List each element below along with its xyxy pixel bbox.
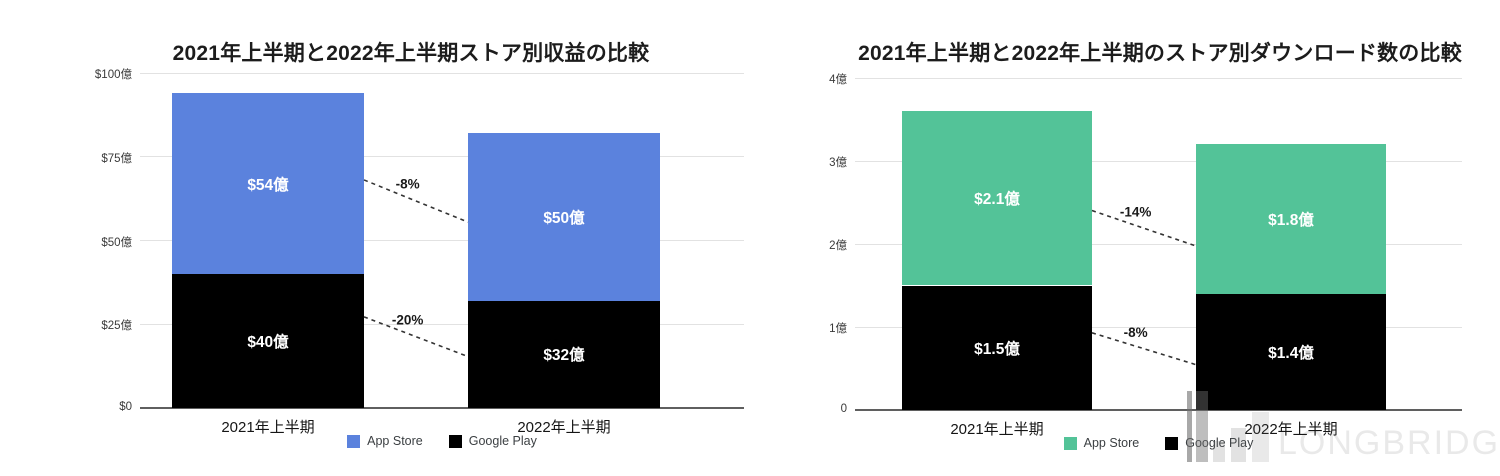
- y-tick-label: $0: [119, 401, 132, 413]
- trend-change-label: -14%: [1120, 204, 1152, 219]
- chart-legend: App Store Google Play: [140, 434, 744, 448]
- bar-segment-app-store: $50億: [468, 133, 660, 301]
- y-tick-label: 1億: [829, 323, 847, 335]
- legend-swatch-icon: [1063, 436, 1077, 450]
- downloads-chart-title: 2021年上半期と2022年上半期のストア別ダウンロード数の比較: [858, 42, 1462, 66]
- bar-segment-google-play: $1.5億: [902, 285, 1092, 410]
- bar-segment-google-play: $1.4億: [1196, 293, 1386, 410]
- bar-segment-app-store: $54億: [172, 93, 364, 274]
- legend-item-google-play: Google Play: [448, 434, 537, 448]
- bar-value-label: $54億: [247, 176, 289, 194]
- gridline: [855, 77, 1462, 79]
- legend-label: Google Play: [468, 434, 537, 448]
- bar-value-label: $40億: [247, 334, 289, 351]
- bar-value-label: $1.8億: [1268, 212, 1314, 230]
- gridline: [855, 326, 1462, 328]
- legend-item-app-store: App Store: [1063, 436, 1140, 450]
- y-tick-label: $50億: [101, 236, 132, 249]
- y-tick-label: $75億: [101, 152, 132, 165]
- chart-legend: App Store Google Play: [855, 436, 1462, 450]
- y-tick-label: 4億: [829, 74, 847, 86]
- legend-item-app-store: App Store: [347, 434, 423, 448]
- legend-label: App Store: [367, 434, 423, 448]
- y-tick-label: 3億: [829, 157, 847, 169]
- bar-segment-google-play: $32億: [468, 300, 660, 408]
- y-tick-label: 2億: [829, 240, 847, 252]
- x-axis-label: 2022年上半期: [517, 419, 611, 436]
- legend-item-google-play: Google Play: [1165, 436, 1253, 450]
- x-axis-label: 2022年上半期: [1244, 421, 1338, 438]
- revenue-chart-panel: 2021年上半期と2022年上半期ストア別収益の比較 $0 $25億 $50億 $75…: [94, 42, 744, 448]
- gridline: [855, 160, 1462, 162]
- y-tick-label: $25億: [101, 320, 132, 333]
- gridline: [140, 156, 744, 158]
- y-tick-label: 0: [840, 403, 847, 415]
- legend-swatch-icon: [347, 434, 361, 448]
- x-axis-label: 2021年上半期: [221, 419, 315, 436]
- legend-swatch-icon: [448, 434, 462, 448]
- trend-change-label: -8%: [396, 177, 420, 192]
- legend-label: App Store: [1083, 436, 1140, 450]
- legend-label: Google Play: [1185, 436, 1254, 450]
- bar-value-label: $1.5億: [974, 340, 1020, 358]
- trend-dashed-line: [1091, 209, 1197, 247]
- trend-dashed-line: [363, 179, 469, 223]
- downloads-chart-panel: 2021年上半期と2022年上半期のストア別ダウンロード数の比較 0 1億 2億 3億…: [750, 0, 1500, 476]
- revenue-chart-title: 2021年上半期と2022年上半期ストア別収益の比較: [172, 42, 650, 66]
- bar-value-label: $32億: [543, 347, 585, 365]
- bar-value-label: $50億: [543, 210, 585, 228]
- x-axis-label: 2021年上半期: [950, 421, 1044, 438]
- legend-swatch-icon: [1165, 436, 1179, 450]
- x-axis-line: [855, 409, 1462, 411]
- gridline: [140, 240, 744, 241]
- downloads-chart-plot-area: 0 1億 2億 3億 4億 $2.1億 $1.5億 2021年上半期 $1.8億 $1.4億 202…: [750, 0, 1500, 476]
- revenue-chart-plot-area: $0 $25億 $50億 $75億 $100億 $54億 $40億 2021年上半期 $50億 $…: [94, 69, 744, 448]
- x-axis-line: [140, 407, 744, 409]
- trend-change-label: -20%: [392, 313, 424, 328]
- y-tick-label: $100億: [94, 69, 132, 81]
- trend-dashed-line: [1091, 332, 1197, 366]
- trend-annotations: -14%-8%: [1091, 204, 1197, 366]
- bar-value-label: $2.1億: [974, 191, 1020, 209]
- bar-segment-google-play: $40億: [172, 274, 364, 408]
- bar-value-label: $1.4億: [1268, 344, 1314, 362]
- bar-segment-app-store: $1.8億: [1196, 144, 1386, 294]
- gridline: [140, 72, 744, 74]
- bar-segment-app-store: $2.1億: [902, 111, 1092, 286]
